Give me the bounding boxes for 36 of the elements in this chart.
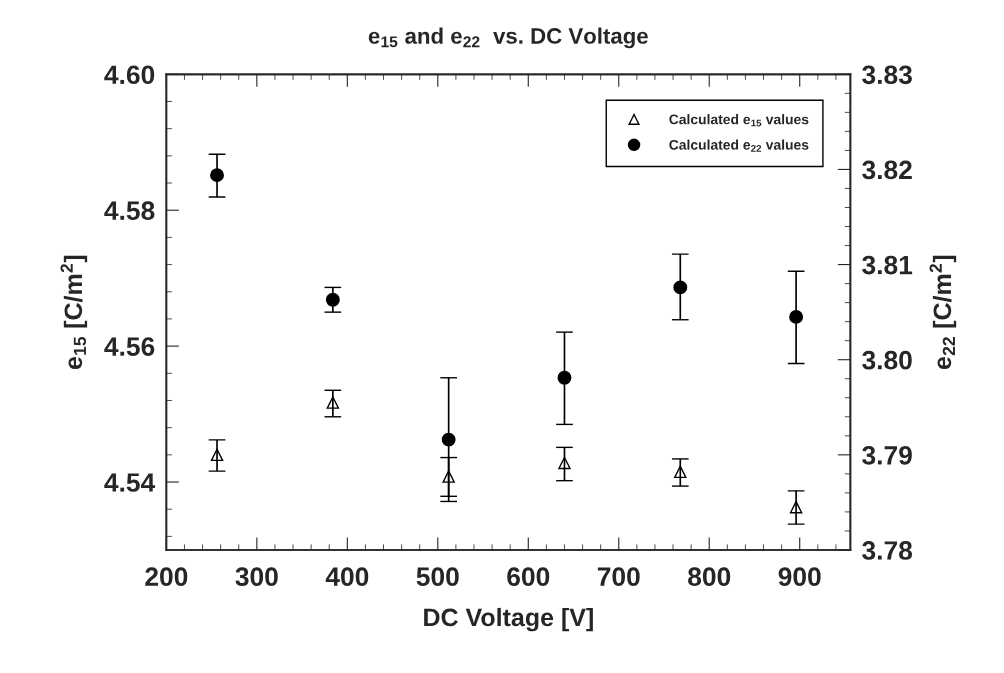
point [210, 168, 224, 183]
point [673, 280, 688, 295]
y2-axis-title: e$_{22}$ [C/m$^{2}$] [929, 255, 957, 370]
point [442, 470, 455, 483]
y2-tick-label: 3.79 [862, 445, 912, 465]
x-axis-title: DC Voltage [V] [424, 607, 593, 632]
y2-tick-label: 3.78 [862, 541, 913, 560]
point [674, 465, 687, 479]
chart-title: e$_{15}$ and e$_{22}$ vs. DC Voltage [368, 27, 648, 49]
point [557, 370, 572, 385]
point [210, 448, 224, 462]
y-tick-label: 4.60 [104, 65, 155, 85]
y-axis-title: e$_{15}$ [C/m$^{2}$] [60, 255, 88, 370]
y2-tick-label: 3.82 [862, 160, 912, 180]
point [558, 456, 571, 470]
x-tick-label: 800 [688, 567, 731, 587]
y-tick-label: 4.56 [104, 337, 155, 356]
y-tick-label: 4.54 [104, 473, 156, 492]
x-tick-label: 500 [416, 567, 459, 587]
y2-tick-label: 3.81 [862, 255, 913, 275]
y2-tick-label: 3.80 [862, 350, 912, 370]
point [325, 292, 340, 307]
x-tick-label: 900 [778, 567, 821, 587]
y2-tick-label: 3.83 [862, 65, 912, 85]
legend-label: Calculated e$_{15}$ values [669, 114, 809, 127]
point [326, 396, 340, 409]
point [789, 500, 803, 514]
legend-label: Calculated e$_{22}$ values [669, 139, 809, 152]
x-tick-label: 700 [597, 567, 640, 587]
x-tick-label: 400 [325, 567, 369, 587]
x-tick-label: 200 [145, 567, 188, 587]
y-tick-label: 4.58 [104, 201, 155, 221]
point [441, 432, 456, 447]
x-tick-label: 300 [235, 567, 278, 587]
x-tick-label: 600 [507, 567, 550, 587]
point [789, 309, 804, 324]
